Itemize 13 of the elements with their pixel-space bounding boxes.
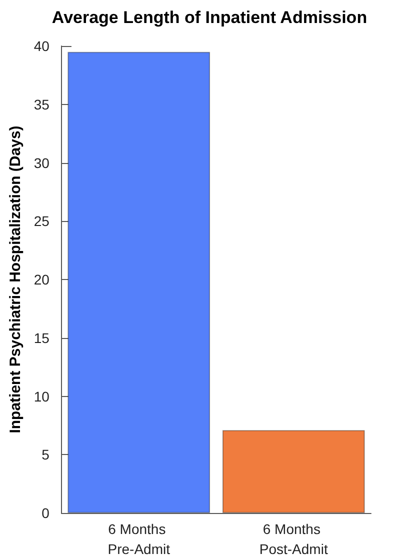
x-tick-label: 6 Months Post-Admit	[259, 521, 328, 557]
y-tick-label: 25	[34, 213, 50, 230]
y-tick-label: 5	[42, 446, 50, 463]
y-tick-label: 15	[34, 330, 50, 346]
y-axis-title: Inpatient Psychiatric Hospitalization (Days)	[7, 126, 24, 434]
y-tick-label: 20	[34, 272, 50, 288]
y-tick-label: 40	[34, 38, 50, 54]
x-tick-label: 6 Months Pre-Admit	[108, 521, 170, 557]
y-tick-label: 10	[34, 388, 50, 404]
y-tick-label: 0	[42, 505, 50, 521]
y-tick-label: 35	[34, 96, 50, 112]
y-tick-label: 30	[34, 154, 50, 171]
chart-title: Average Length of Inpatient Admission	[52, 8, 368, 27]
